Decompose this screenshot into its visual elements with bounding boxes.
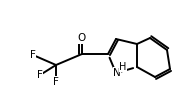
Text: N: N xyxy=(113,68,121,78)
Text: F: F xyxy=(37,70,43,80)
Text: H: H xyxy=(119,62,127,72)
Text: F: F xyxy=(53,77,59,87)
Text: O: O xyxy=(78,33,86,43)
Text: F: F xyxy=(30,50,36,60)
